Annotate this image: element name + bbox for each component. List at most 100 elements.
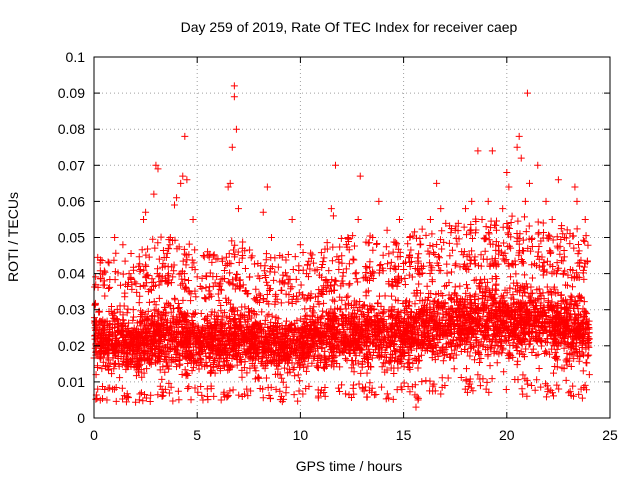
data-point (274, 263, 282, 271)
data-point (284, 251, 292, 259)
data-point (348, 309, 356, 317)
data-point (263, 278, 271, 286)
data-point (405, 358, 413, 366)
data-point (425, 250, 433, 258)
data-point (345, 281, 353, 289)
data-point (570, 318, 578, 326)
data-point (555, 385, 563, 393)
data-point (161, 368, 169, 376)
data-point (583, 386, 591, 394)
data-point (290, 391, 298, 399)
data-point (259, 354, 267, 362)
data-point (304, 362, 312, 370)
data-point (501, 257, 509, 265)
data-point (252, 367, 260, 375)
data-point (240, 390, 248, 398)
data-point (538, 253, 546, 261)
data-point (482, 223, 490, 231)
data-point (226, 269, 234, 277)
data-point (493, 359, 501, 367)
data-point (222, 253, 230, 261)
data-point (132, 398, 140, 406)
data-point (283, 272, 291, 280)
data-point (459, 251, 467, 259)
data-point (428, 331, 436, 339)
data-point (512, 270, 520, 278)
data-point (244, 392, 252, 400)
data-point (446, 252, 454, 260)
data-point (523, 392, 531, 400)
data-point (224, 392, 232, 400)
data-point (122, 398, 130, 406)
data-point (382, 243, 390, 251)
data-point (582, 309, 590, 317)
data-point (238, 373, 246, 381)
data-point (229, 246, 237, 254)
data-point (289, 266, 297, 274)
data-point (221, 363, 229, 371)
data-point (331, 276, 339, 284)
data-point (167, 383, 175, 391)
data-point (395, 326, 403, 334)
data-point (582, 359, 590, 367)
data-point (463, 231, 471, 239)
data-point (185, 383, 193, 391)
data-point (193, 273, 201, 281)
data-point (512, 343, 520, 351)
data-point (224, 366, 232, 374)
data-point (350, 256, 358, 264)
data-point (329, 243, 337, 251)
data-point (535, 243, 543, 251)
data-point (313, 362, 321, 370)
data-point (379, 267, 387, 275)
data-point (142, 394, 150, 402)
data-point (211, 279, 219, 287)
data-point (488, 375, 496, 383)
data-point (150, 298, 158, 306)
data-point (388, 292, 396, 300)
data-point (487, 224, 495, 232)
data-point (437, 390, 445, 398)
data-point (440, 238, 448, 246)
data-point (529, 345, 537, 353)
data-point (356, 298, 364, 306)
data-point (318, 263, 326, 271)
data-point (546, 287, 554, 295)
data-point (453, 240, 461, 248)
data-point (118, 384, 126, 392)
data-point (401, 281, 409, 289)
data-point (187, 297, 195, 305)
data-point (466, 352, 474, 360)
data-point (381, 292, 389, 300)
data-point (525, 340, 533, 348)
data-point (581, 259, 589, 267)
data-point (274, 320, 282, 328)
data-point (404, 383, 412, 391)
data-point (560, 247, 568, 254)
data-point (105, 356, 113, 364)
data-point (417, 289, 424, 297)
data-point (522, 228, 530, 236)
data-point (553, 381, 561, 389)
data-point (345, 246, 353, 254)
data-point (350, 242, 358, 250)
data-point (454, 219, 462, 227)
data-point (265, 300, 273, 308)
data-point (119, 270, 127, 278)
data-point (181, 366, 189, 374)
data-point (320, 389, 328, 397)
data-point (354, 278, 362, 286)
data-point (118, 361, 126, 369)
data-point (379, 251, 387, 259)
data-point (192, 293, 200, 301)
data-point (320, 254, 328, 262)
data-point (484, 352, 492, 360)
data-points (90, 82, 593, 411)
data-point (368, 268, 376, 276)
data-point (517, 256, 525, 264)
data-point (483, 378, 491, 386)
data-point (182, 261, 190, 269)
data-point (438, 227, 446, 235)
data-point (272, 313, 280, 321)
data-point (539, 262, 547, 270)
